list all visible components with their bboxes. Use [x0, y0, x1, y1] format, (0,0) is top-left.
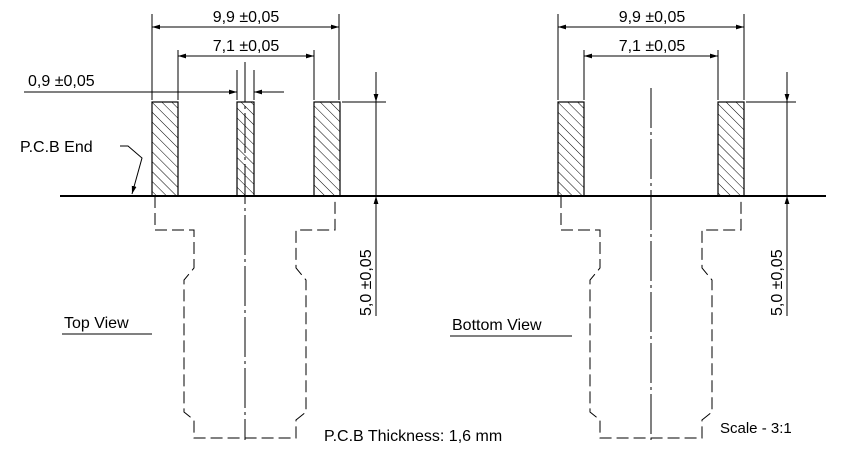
bottom-pad-right: [717, 101, 745, 197]
top-dim-outer-label: 9,9 ±0,05: [213, 9, 280, 26]
top-dim-pad-label: 0,9 ±0,05: [28, 73, 95, 90]
top-dim-height-label: 5,0 ±0,05: [358, 249, 375, 316]
pcb-end-leader: [120, 145, 143, 195]
top-view: 9,9 ±0,05 7,1 ±0,05 0,9 ±0,05 5,0 ±0,05 …: [20, 9, 386, 440]
bottom-view: 9,9 ±0,05 7,1 ±0,05 5,0 ±0,05 Bottom Vie…: [450, 9, 796, 440]
bottom-view-title: Bottom View: [452, 317, 542, 334]
top-view-title: Top View: [64, 315, 129, 332]
scale-note: Scale - 3:1: [720, 420, 792, 437]
bottom-connector-outline: [560, 196, 742, 439]
top-dim-inner-label: 7,1 ±0,05: [213, 38, 280, 55]
top-pad-left: [151, 101, 179, 197]
bottom-pad-left: [557, 101, 585, 197]
top-pad-right: [313, 101, 341, 197]
bottom-dim-inner-label: 7,1 ±0,05: [619, 38, 686, 55]
bottom-dim-height-label: 5,0 ±0,05: [769, 249, 786, 316]
pcb-thickness-note: P.C.B Thickness: 1,6 mm: [324, 428, 502, 445]
top-connector-outline: [154, 196, 336, 439]
bottom-dim-outer-label: 9,9 ±0,05: [619, 9, 686, 26]
pcb-end-label: P.C.B End: [20, 139, 93, 156]
